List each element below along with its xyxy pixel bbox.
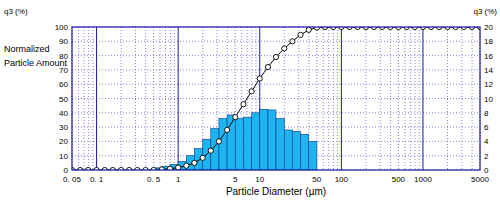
line-marker	[257, 76, 262, 81]
y-tick-label: 50	[59, 95, 68, 104]
histogram-bar	[284, 130, 292, 170]
y-axis-label-line: Normalized	[4, 44, 50, 54]
x-tick-label: 1	[176, 175, 181, 184]
y-tick-label: 100	[55, 23, 69, 32]
line-marker	[216, 139, 221, 144]
grid	[72, 27, 480, 170]
y2-tick-label: 16	[484, 52, 493, 61]
cumulative-line	[72, 27, 480, 170]
background	[0, 0, 500, 201]
chart: 0102030405060708090100024681012141618200…	[0, 0, 500, 201]
minor-grid-line	[328, 27, 329, 170]
x-tick-label: 0. 1	[90, 175, 104, 184]
histogram-bar	[243, 117, 251, 170]
y-tick-label: 10	[59, 152, 68, 161]
y2-tick-label: 10	[484, 95, 493, 104]
line-marker	[249, 89, 254, 94]
histogram-bar	[309, 141, 317, 170]
y2-tick-label: 4	[484, 137, 489, 146]
y2-tick-label: 18	[484, 37, 493, 46]
y2-tick-label: 6	[484, 123, 489, 132]
line-marker	[208, 148, 213, 153]
minor-grid-line	[410, 27, 411, 170]
line-marker	[225, 127, 230, 132]
histogram-bar	[268, 110, 276, 170]
plot-frame	[72, 27, 480, 170]
histogram-bar	[276, 119, 284, 170]
minor-grid-line	[323, 27, 324, 170]
y-grid-line	[72, 98, 480, 99]
x-tick-label: 5	[233, 175, 238, 184]
line-marker	[192, 160, 197, 165]
line-marker	[273, 54, 278, 59]
line-marker	[298, 32, 303, 37]
x-tick-label: 500	[392, 175, 406, 184]
y-tick-label: 20	[59, 137, 68, 146]
y2-tick-label: 20	[484, 23, 493, 32]
y2-tick-label: 2	[484, 152, 489, 161]
minor-grid-line	[380, 27, 381, 170]
line-marker	[282, 46, 287, 51]
x-grid-line	[96, 27, 97, 170]
minor-grid-line	[88, 27, 89, 170]
x-tick-label: 5000	[471, 175, 489, 184]
minor-grid-line	[337, 27, 338, 170]
y-tick-label: 0	[64, 166, 69, 175]
line-marker	[306, 27, 311, 32]
x-axis-label: Particle Diameter (µm)	[226, 186, 326, 197]
x-tick-label: 1000	[414, 175, 432, 184]
x-tick-label: 10	[255, 175, 264, 184]
line-marker	[184, 163, 189, 168]
x-tick-label: 50	[312, 175, 321, 184]
texts: 0102030405060708090100024681012141618200…	[4, 7, 497, 197]
x-grid-line	[422, 27, 423, 170]
histogram-bar	[219, 119, 227, 170]
histogram-bar	[292, 131, 300, 170]
y-axis-label-line: Particle Amount	[4, 58, 68, 68]
y2-tick-label: 0	[484, 166, 489, 175]
minor-grid-line	[145, 27, 146, 170]
line-marker	[241, 102, 246, 107]
x-grid-line	[341, 27, 342, 170]
y-tick-label: 90	[59, 37, 68, 46]
y2-tick-label: 8	[484, 109, 489, 118]
x-tick-label: 0. 5	[147, 175, 161, 184]
minor-grid-line	[170, 27, 171, 170]
y-grid-line	[72, 69, 480, 70]
x-tick-label: 100	[335, 175, 349, 184]
y2-unit-label: q3 (%)	[473, 7, 497, 16]
line-marker	[265, 64, 270, 69]
y-tick-label: 60	[59, 80, 68, 89]
histogram-bar	[301, 134, 309, 170]
y2-tick-label: 14	[484, 66, 493, 75]
y-grid-line	[72, 41, 480, 42]
y-tick-label: 30	[59, 123, 68, 132]
y-grid-line	[72, 84, 480, 85]
minor-grid-line	[419, 27, 420, 170]
y-unit-label: q3 (%)	[4, 7, 28, 16]
histogram-bar	[235, 119, 243, 170]
x-grid-line	[178, 27, 179, 170]
x-tick-label: 0. 05	[63, 175, 81, 184]
marks	[72, 27, 480, 170]
x-grid-line	[398, 27, 399, 170]
line-marker	[200, 155, 205, 160]
histogram-bar	[260, 109, 268, 170]
x-grid-line	[153, 27, 154, 170]
line-marker	[290, 39, 295, 44]
line-marker	[233, 114, 238, 119]
y-axis-label: Normalized Particle Amount	[4, 44, 68, 68]
histogram-bar	[252, 113, 260, 170]
y2-tick-label: 12	[484, 80, 493, 89]
y-tick-label: 40	[59, 109, 68, 118]
line-marker	[176, 165, 181, 170]
